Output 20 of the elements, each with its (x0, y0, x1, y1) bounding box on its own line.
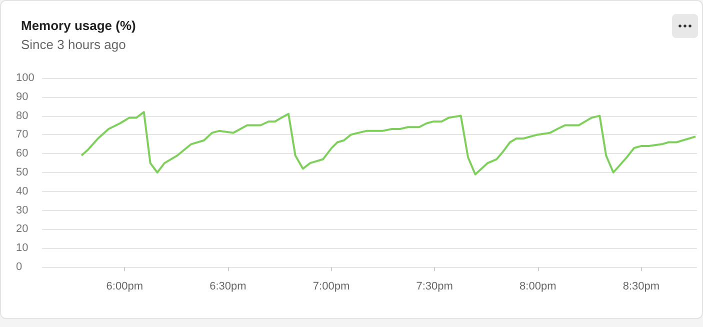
y-tick-label: 30 (16, 204, 28, 216)
y-tick-label: 80 (16, 110, 28, 122)
y-tick-label: 70 (16, 128, 28, 141)
x-tick-label: 6:30pm (210, 280, 246, 292)
y-tick-label: 100 (16, 72, 34, 84)
chart-title: Memory usage (%) (21, 18, 136, 33)
y-tick-label: 10 (16, 242, 28, 254)
x-tick-label: 6:00pm (106, 280, 143, 292)
y-tick-label: 40 (16, 185, 28, 198)
y-tick-label: 50 (16, 166, 28, 178)
chart-subtitle: Since 3 hours ago (21, 37, 126, 52)
y-tick-label: 0 (16, 261, 22, 273)
x-tick-label: 7:00pm (312, 280, 350, 292)
x-tick-label: 8:30pm (622, 280, 660, 292)
line-series (80, 111, 697, 176)
y-tick-label: 20 (16, 223, 28, 236)
x-tick-label: 8:00pm (520, 280, 556, 292)
y-tick-label: 60 (16, 148, 28, 160)
y-tick-label: 90 (16, 90, 28, 103)
x-tick-label: 7:30pm (416, 280, 453, 292)
